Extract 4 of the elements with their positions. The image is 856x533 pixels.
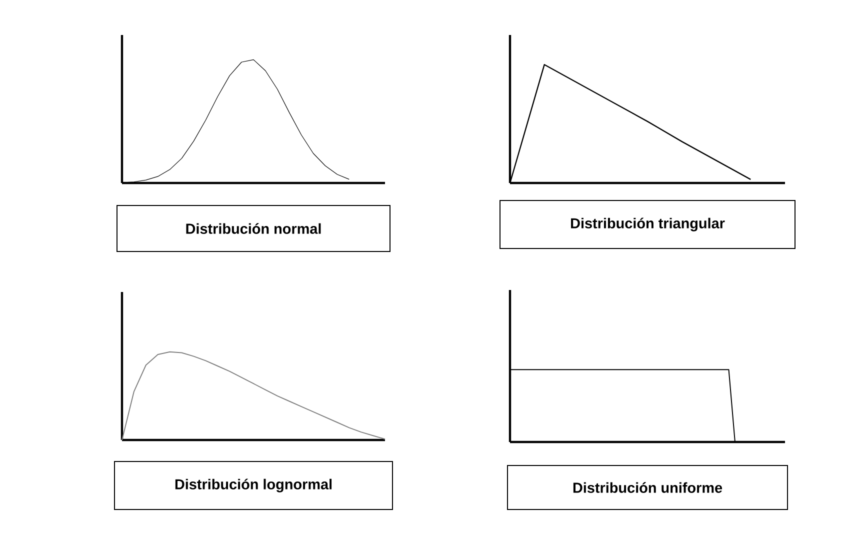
text: Distribución triangular — [571, 218, 725, 232]
text: Distribución uniforme — [573, 482, 722, 493]
text: Distribución normal — [186, 223, 321, 234]
text: Distribución lognormal — [175, 478, 332, 492]
